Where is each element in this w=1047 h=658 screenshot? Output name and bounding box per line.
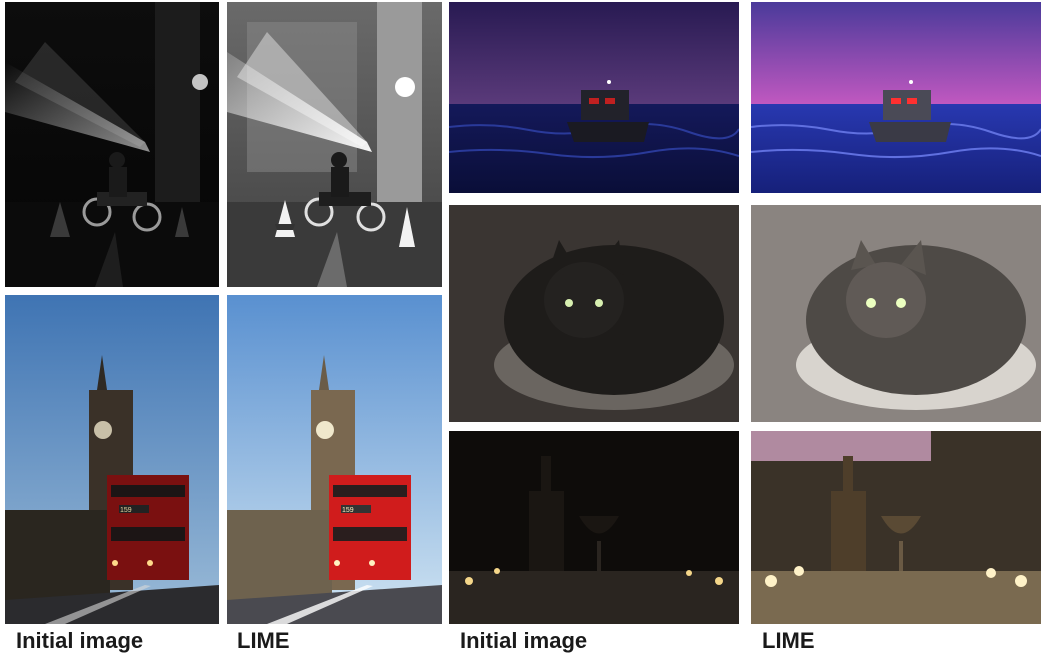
boat-lime-image: [751, 2, 1041, 193]
big-ben-lime-image: 159: [227, 295, 442, 624]
boat-initial-image: [449, 2, 739, 193]
candles-lime-image: [751, 431, 1041, 624]
candles-initial-image: [449, 431, 739, 624]
motorcycle-initial-image: [5, 2, 219, 287]
caption-right-initial-image: Initial image: [460, 628, 588, 653]
motorcycle-lime-image: [227, 2, 442, 287]
cat-lime-image: [751, 205, 1041, 422]
cat-initial-image: [449, 205, 739, 422]
caption-left-lime: LIME: [237, 628, 290, 653]
bus-route-number: 159: [120, 507, 132, 514]
caption-left-initial-image: Initial image: [16, 628, 144, 653]
big-ben-initial-image: 159: [5, 295, 219, 624]
bus-route-number: 159: [342, 507, 354, 514]
caption-right-lime: LIME: [762, 628, 815, 653]
